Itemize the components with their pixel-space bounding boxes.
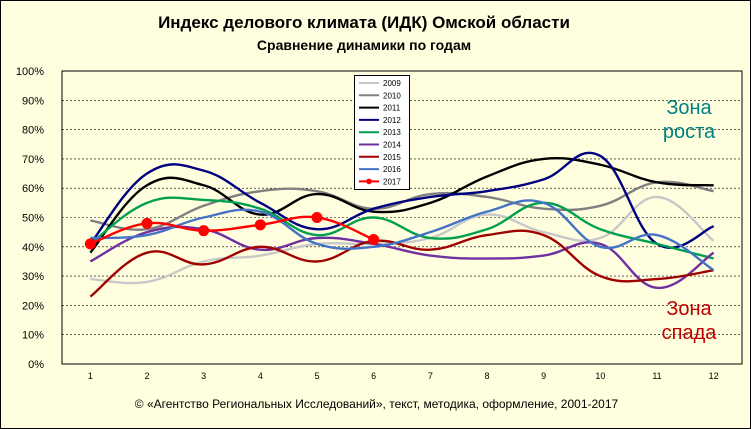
series-line-2014 [89, 225, 715, 290]
y-tick-label: 20% [22, 300, 44, 312]
series-line-2017 [89, 215, 375, 245]
legend-marker-2017 [366, 178, 372, 185]
x-tick-label: 12 [709, 371, 719, 381]
data-point-2017 [141, 217, 153, 229]
data-point-2017 [254, 219, 266, 231]
legend-label-2016: 2016 [383, 165, 401, 174]
y-tick-label: 70% [22, 154, 44, 166]
y-tick-label: 90% [22, 95, 44, 107]
x-tick-label: 4 [258, 371, 263, 381]
x-tick-label: 9 [541, 371, 546, 381]
series-line-2011 [89, 156, 714, 254]
chart-title: Индекс делового климата (ИДК) Омской обл… [158, 13, 570, 32]
x-tick-label: 10 [595, 371, 605, 381]
x-tick-label: 5 [314, 371, 319, 381]
y-tick-label: 60% [22, 183, 44, 195]
legend-label-2017: 2017 [383, 177, 401, 186]
x-tick-label: 3 [201, 371, 206, 381]
legend-label-2013: 2013 [383, 128, 401, 137]
legend-label-2009: 2009 [383, 79, 401, 88]
series-line-2012 [89, 151, 715, 249]
legend-label-2015: 2015 [383, 153, 401, 162]
series-line-2013 [89, 196, 714, 260]
x-tick-label: 8 [484, 371, 489, 381]
y-tick-label: 10% [22, 330, 44, 342]
y-tick-label: 30% [22, 271, 44, 283]
legend: 2009 2010 2011 2012 2013 2014 2015 2016 2017 [354, 75, 410, 190]
y-tick-label: 50% [22, 213, 44, 225]
series-line-2015 [89, 229, 714, 298]
chart-subtitle: Сравнение динамики по годам [256, 37, 472, 53]
data-point-2017 [198, 225, 210, 237]
data-point-2017 [84, 238, 96, 250]
y-tick-label: 100% [16, 66, 44, 78]
series-line-2009 [90, 195, 715, 285]
data-point-2017 [311, 212, 323, 223]
y-tick-label: 0% [28, 359, 44, 371]
copyright-text: © «Агентство Региональных Исследований»,… [134, 397, 619, 411]
legend-entries: 2009 2010 2011 2012 2013 2014 2015 2016 2017 [359, 79, 401, 186]
legend-label-2014: 2014 [383, 141, 401, 150]
data-point-2017 [368, 233, 380, 245]
legend-label-2010: 2010 [383, 91, 401, 100]
growth-zone-label: Зона роста [662, 97, 716, 143]
x-tick-label: 7 [428, 371, 433, 381]
legend-label-2012: 2012 [383, 116, 401, 125]
legend-label-2011: 2011 [383, 104, 401, 113]
y-tick-label: 40% [22, 242, 44, 254]
series-line-2016 [90, 199, 715, 272]
y-tick-label: 80% [22, 125, 44, 137]
x-tick-label: 6 [371, 371, 376, 381]
x-tick-label: 1 [88, 371, 93, 381]
x-tick-label: 2 [144, 371, 149, 381]
x-tick-label: 11 [652, 371, 661, 381]
decline-zone-label: Зона спада [661, 298, 717, 344]
